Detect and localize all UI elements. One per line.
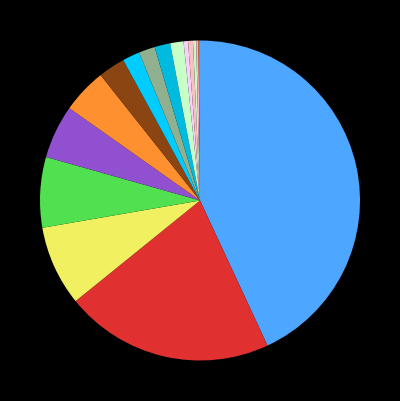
Wedge shape: [46, 108, 200, 200]
Wedge shape: [155, 43, 200, 200]
Wedge shape: [123, 53, 200, 200]
Wedge shape: [170, 41, 200, 200]
Wedge shape: [139, 47, 200, 200]
Wedge shape: [198, 41, 200, 200]
Wedge shape: [76, 200, 268, 360]
Wedge shape: [101, 60, 200, 200]
Wedge shape: [69, 75, 200, 200]
Wedge shape: [40, 157, 200, 228]
Wedge shape: [188, 41, 200, 200]
Wedge shape: [200, 41, 360, 346]
Wedge shape: [42, 200, 200, 301]
Wedge shape: [193, 41, 200, 200]
Wedge shape: [184, 41, 200, 200]
Wedge shape: [196, 41, 200, 200]
